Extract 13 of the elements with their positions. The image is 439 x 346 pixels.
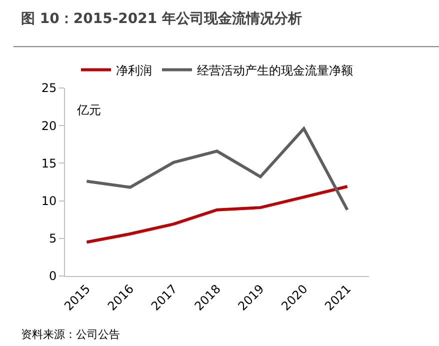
text: 资料来源：公司公告 xyxy=(21,328,120,341)
y-tick-label: 0 xyxy=(48,269,57,284)
y-tick-label: 5 xyxy=(48,232,57,246)
y-tick-label: 10 xyxy=(41,194,57,208)
y-tick-label: 25 xyxy=(41,81,57,96)
y-axis-title: 亿元 xyxy=(76,103,101,117)
y-tick-label: 20 xyxy=(41,118,57,133)
line-series xyxy=(85,185,349,244)
line-series xyxy=(85,127,349,212)
chart-title: 图 10：2015-2021 年公司现金流情况分析 xyxy=(21,10,302,27)
legend-label: 净利润 xyxy=(116,63,152,78)
legend-label: 经营活动产生的现金流量净额 xyxy=(197,63,353,78)
y-tick-label: 15 xyxy=(41,156,57,170)
